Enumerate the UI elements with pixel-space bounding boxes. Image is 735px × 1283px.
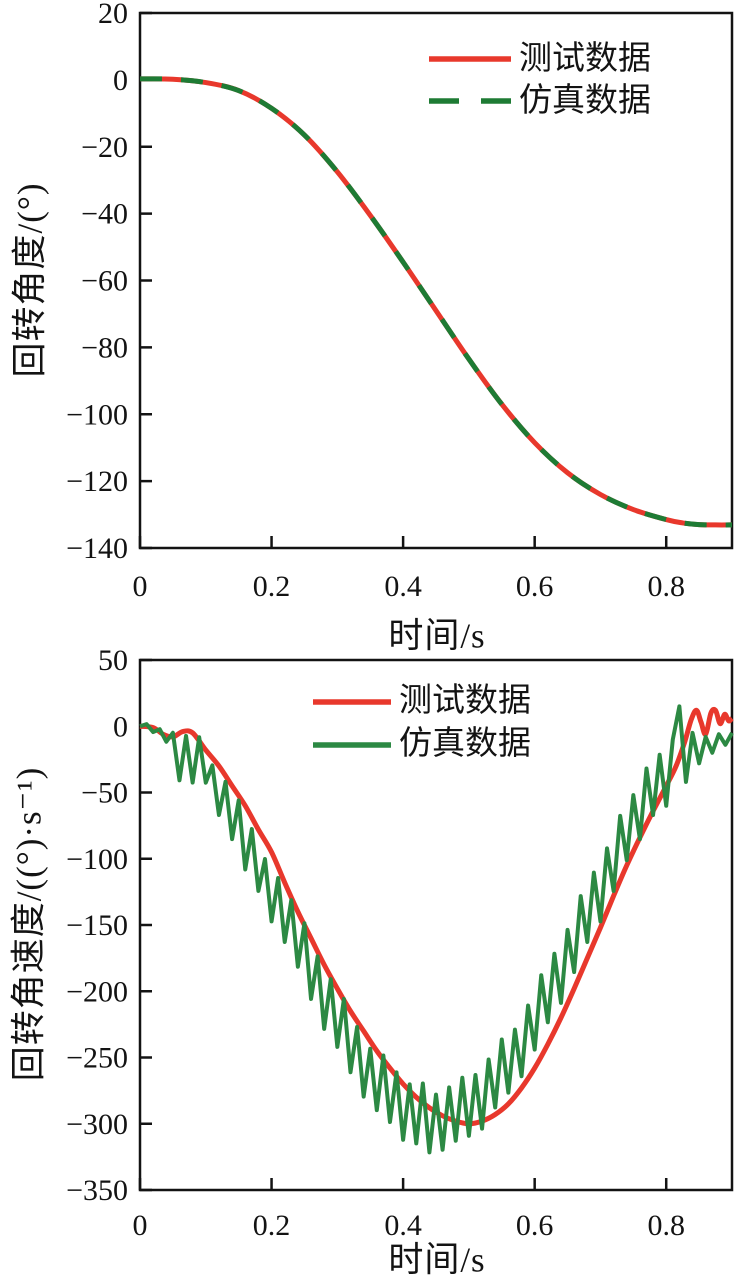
velocity-legend: 测试数据 仿真数据 (312, 680, 531, 766)
legend-label: 测试数据 (519, 40, 651, 77)
rotation-angle-y-tick-label: −100 (66, 398, 128, 431)
rotation-velocity-x-tick-label: 0.2 (253, 1209, 291, 1242)
rotation-velocity-y-tick-label: −250 (66, 1042, 128, 1075)
rotation-velocity-x-tick-label: 0.8 (647, 1209, 685, 1242)
legend-line-swatch (313, 698, 391, 705)
legend-label: 测试数据 (399, 683, 531, 719)
legend-label: 仿真数据 (519, 82, 651, 119)
rotation-velocity-y-tick-label: −300 (66, 1108, 128, 1141)
rotation-angle-x-tick-label: 0.6 (516, 570, 554, 603)
rotation-velocity-y-tick-label: −350 (66, 1174, 128, 1207)
rotation-velocity-x-tick-label: 0 (133, 1209, 148, 1242)
legend-line-swatch (429, 98, 511, 104)
rotation-angle-legend-item-0: 测试数据 (428, 38, 651, 80)
rotation-angle-x-tick-label: 0.2 (253, 570, 291, 603)
rotation-velocity-y-tick-label: −150 (66, 909, 128, 942)
rotation-angle-y-tick-label: −20 (81, 131, 128, 164)
rotation-velocity-y-tick-label: −200 (66, 975, 128, 1008)
angle-x-axis-title: 时间/s (388, 616, 486, 656)
legend-label: 仿真数据 (399, 726, 531, 762)
rotation-velocity-legend-item-0: 测试数据 (312, 680, 531, 723)
rotation-velocity-y-tick-label: −50 (81, 777, 128, 810)
rotation-angle-series-0 (139, 76, 733, 528)
rotation-angle-y-tick-label: −120 (66, 465, 128, 498)
rotation-angle-y-tick-label: −40 (81, 198, 128, 231)
legend-line-swatch (313, 741, 391, 748)
rotation-angle-series-1 (139, 76, 733, 528)
rotation-angle-y-tick-label: 0 (113, 64, 128, 97)
rotation-velocity-x-tick-label: 0.6 (516, 1209, 554, 1242)
rotation-angle-x-tick-label: 0.8 (647, 570, 685, 603)
rotation-velocity-y-tick-label: −100 (66, 843, 128, 876)
rotation-velocity-y-tick-label: 0 (113, 710, 128, 743)
rotation-angle-x-tick-label: 0.4 (384, 570, 422, 603)
rotation-angle-y-tick-label: −140 (66, 532, 128, 565)
legend-line-swatch (429, 56, 511, 62)
rotation-angle-y-tick-label: −80 (81, 331, 128, 364)
angle-legend: 测试数据 仿真数据 (428, 38, 651, 122)
rotation-velocity-legend-item-1: 仿真数据 (312, 723, 531, 766)
rotation-angle-legend-item-1: 仿真数据 (428, 80, 651, 122)
rotation-velocity-y-tick-label: 50 (98, 644, 128, 677)
velocity-y-axis-title: 回转角速度/((°)·s⁻¹) (9, 766, 49, 1082)
rotation-velocity-x-tick-label: 0.4 (384, 1209, 422, 1242)
rotation-velocity-series-1 (139, 704, 734, 1155)
rotation-angle-y-tick-label: −60 (81, 265, 128, 298)
velocity-x-axis-title: 时间/s (388, 1240, 486, 1280)
rotation-velocity-series-0 (139, 706, 734, 1127)
rotation-angle-y-tick-label: 20 (98, 0, 128, 30)
angle-y-axis-title: 回转角度/(°) (10, 182, 50, 378)
rotation-angle-x-tick-label: 0 (133, 570, 148, 603)
